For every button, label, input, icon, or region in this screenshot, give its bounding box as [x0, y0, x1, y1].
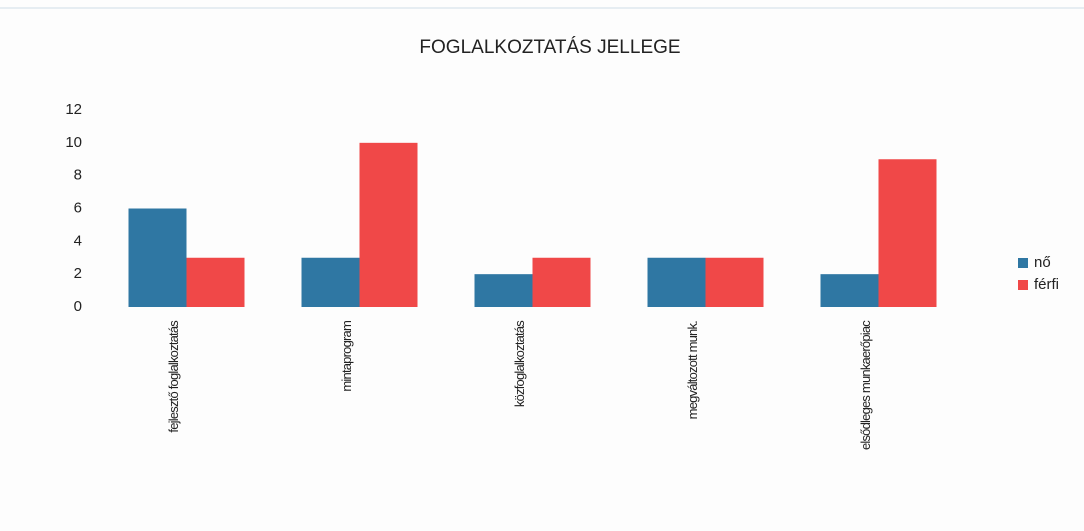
bar [128, 208, 187, 307]
bar [532, 257, 591, 307]
y-tick-label: 2 [74, 265, 82, 282]
x-tick-label: fejlesztő foglalkoztatás [166, 320, 181, 433]
x-tick-label: közfoglalkoztatás [512, 320, 527, 407]
y-tick-label: 4 [74, 232, 82, 249]
bar [301, 257, 360, 307]
bar [705, 257, 764, 307]
y-tick-label: 10 [65, 134, 82, 151]
bar [647, 257, 706, 307]
legend-swatch [1018, 280, 1028, 290]
bar [359, 142, 418, 307]
y-tick-label: 8 [74, 167, 82, 184]
x-tick-label: elsődleges munkaerőpiac [858, 320, 873, 450]
legend-label: férfi [1034, 276, 1059, 293]
bar [878, 159, 937, 307]
y-tick-label: 12 [65, 101, 82, 118]
bar [186, 257, 245, 307]
y-tick-label: 6 [74, 199, 82, 216]
legend-label: nő [1034, 254, 1051, 271]
bar [820, 274, 879, 307]
y-tick-label: 0 [74, 298, 82, 315]
legend-swatch [1018, 258, 1028, 268]
bar [474, 274, 533, 307]
chart-title: FOGLALKOZTATÁS JELLEGE [419, 37, 680, 58]
x-tick-label: mintaprogram [339, 321, 354, 392]
x-tick-label: megváltozott munk. [685, 321, 700, 420]
